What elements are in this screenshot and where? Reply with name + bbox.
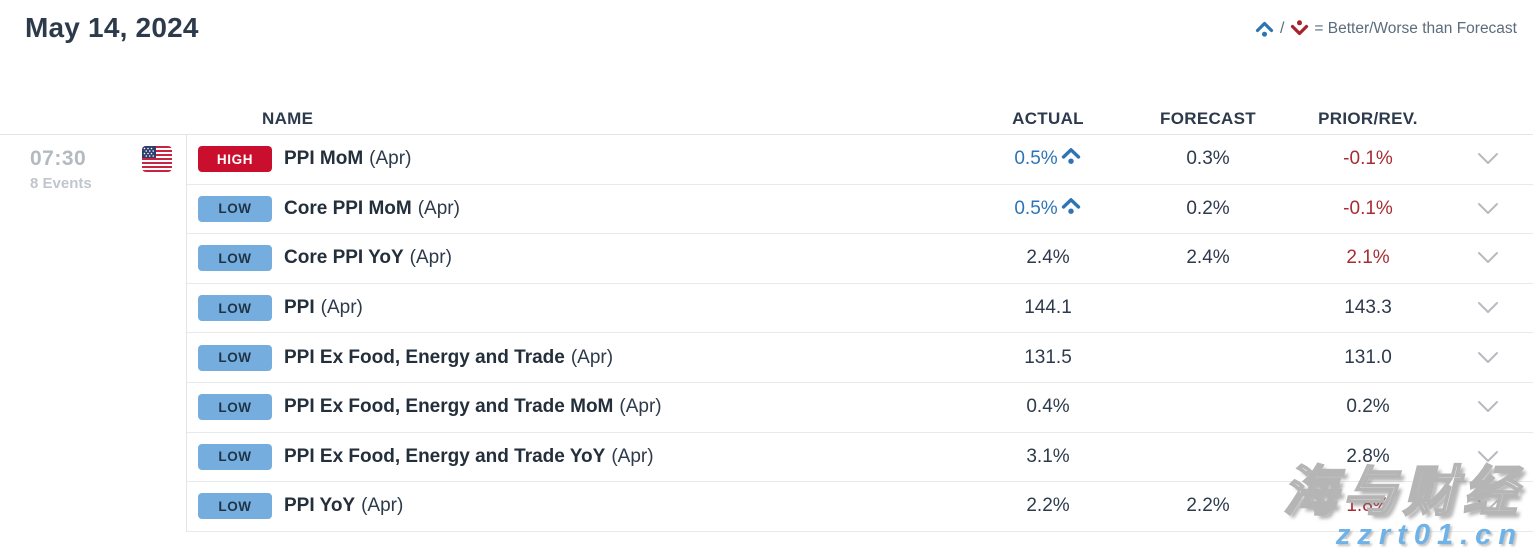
prior-value: 2.8% bbox=[1346, 445, 1390, 467]
better-than-forecast-icon bbox=[1254, 18, 1275, 39]
event-name: PPI YoY bbox=[284, 495, 356, 517]
prior-value: -0.1% bbox=[1343, 148, 1393, 170]
legend-slash: / bbox=[1279, 19, 1285, 37]
column-header-name: NAME bbox=[262, 109, 314, 128]
expand-chevron-icon[interactable] bbox=[1443, 399, 1533, 415]
expand-chevron-icon[interactable] bbox=[1443, 449, 1533, 465]
event-name: Core PPI MoM bbox=[284, 197, 412, 219]
legend-text: = Better/Worse than Forecast bbox=[1314, 19, 1517, 37]
event-name: Core PPI YoY bbox=[284, 247, 404, 269]
prior-value: 0.2% bbox=[1346, 396, 1390, 418]
forecast-value: 2.4% bbox=[1186, 247, 1230, 269]
worse-than-forecast-icon bbox=[1289, 18, 1310, 39]
event-period: (Apr) bbox=[409, 247, 452, 269]
impact-badge: HIGH bbox=[198, 146, 272, 173]
event-name-cell: LOW PPI YoY (Apr) bbox=[187, 493, 973, 520]
event-name-cell: LOW Core PPI YoY (Apr) bbox=[187, 245, 973, 272]
prior-value: -0.1% bbox=[1343, 197, 1393, 219]
actual-value: 0.4% bbox=[1026, 396, 1070, 418]
event-name-cell: HIGH PPI MoM (Apr) bbox=[187, 146, 973, 173]
impact-badge: LOW bbox=[198, 394, 272, 421]
event-row[interactable]: LOW Core PPI MoM (Apr) 0.5% 0.2% -0.1% bbox=[187, 185, 1533, 235]
event-row[interactable]: LOW PPI (Apr) 144.1 143.3 bbox=[187, 284, 1533, 334]
event-row[interactable]: LOW PPI YoY (Apr) 2.2% 2.2% 1.8% bbox=[187, 482, 1533, 532]
page-title: May 14, 2024 bbox=[25, 12, 199, 43]
legend: / = Better/Worse than Forecast bbox=[1254, 12, 1517, 39]
prior-value: 1.8% bbox=[1346, 495, 1390, 517]
expand-chevron-icon[interactable] bbox=[1443, 201, 1533, 217]
better-than-forecast-icon bbox=[1060, 146, 1082, 172]
impact-badge: LOW bbox=[198, 195, 272, 222]
event-name-cell: LOW PPI Ex Food, Energy and Trade (Apr) bbox=[187, 344, 973, 371]
impact-badge: LOW bbox=[198, 245, 272, 272]
actual-value: 2.4% bbox=[1026, 247, 1070, 269]
event-row[interactable]: LOW PPI Ex Food, Energy and Trade (Apr) … bbox=[187, 333, 1533, 383]
event-period: (Apr) bbox=[619, 396, 662, 418]
column-header-actual: ACTUAL bbox=[1012, 109, 1084, 128]
expand-chevron-icon[interactable] bbox=[1443, 498, 1533, 514]
event-period: (Apr) bbox=[417, 197, 460, 219]
calendar-content: 07:30 bbox=[0, 135, 1533, 532]
actual-value: 3.1% bbox=[1026, 445, 1070, 467]
table-header: NAME ACTUAL FORECAST PRIOR/REV. bbox=[0, 104, 1533, 135]
impact-badge: LOW bbox=[198, 295, 272, 322]
event-name-cell: LOW PPI Ex Food, Energy and Trade MoM (A… bbox=[187, 394, 973, 421]
event-period: (Apr) bbox=[361, 495, 404, 517]
event-row[interactable]: LOW PPI Ex Food, Energy and Trade MoM (A… bbox=[187, 383, 1533, 433]
actual-value: 2.2% bbox=[1026, 495, 1070, 517]
expand-chevron-icon[interactable] bbox=[1443, 300, 1533, 316]
expand-chevron-icon[interactable] bbox=[1443, 151, 1533, 167]
forecast-value: 0.3% bbox=[1186, 148, 1230, 170]
event-period: (Apr) bbox=[320, 297, 363, 319]
event-name: PPI Ex Food, Energy and Trade bbox=[284, 346, 565, 368]
event-name-cell: LOW PPI (Apr) bbox=[187, 295, 973, 322]
actual-value: 144.1 bbox=[1024, 297, 1072, 319]
top-bar: May 14, 2024 / = Better/Worse than Forec… bbox=[0, 0, 1533, 58]
event-name: PPI bbox=[284, 297, 315, 319]
impact-badge: LOW bbox=[198, 493, 272, 520]
event-name: PPI MoM bbox=[284, 148, 364, 170]
event-count: 8 Events bbox=[30, 175, 92, 192]
event-name: PPI Ex Food, Energy and Trade YoY bbox=[284, 445, 606, 467]
event-row[interactable]: LOW PPI Ex Food, Energy and Trade YoY (A… bbox=[187, 433, 1533, 483]
time-group: 07:30 bbox=[0, 135, 186, 532]
event-name-cell: LOW PPI Ex Food, Energy and Trade YoY (A… bbox=[187, 443, 973, 470]
event-period: (Apr) bbox=[611, 445, 654, 467]
actual-value: 0.5% bbox=[973, 196, 1123, 222]
impact-badge: LOW bbox=[198, 344, 272, 371]
actual-value: 131.5 bbox=[1024, 346, 1072, 368]
event-row[interactable]: HIGH PPI MoM (Apr) 0.5% 0.3% -0.1% bbox=[187, 135, 1533, 185]
event-time: 07:30 bbox=[30, 147, 87, 170]
prior-value: 143.3 bbox=[1344, 297, 1392, 319]
prior-value: 131.0 bbox=[1344, 346, 1392, 368]
column-header-forecast: FORECAST bbox=[1160, 109, 1256, 128]
column-header-prior: PRIOR/REV. bbox=[1318, 109, 1418, 128]
event-rows: HIGH PPI MoM (Apr) 0.5% 0.3% -0.1% LOW C… bbox=[186, 135, 1533, 532]
impact-badge: LOW bbox=[198, 443, 272, 470]
us-flag-icon bbox=[142, 146, 172, 172]
event-row[interactable]: LOW Core PPI YoY (Apr) 2.4% 2.4% 2.1% bbox=[187, 234, 1533, 284]
event-name-cell: LOW Core PPI MoM (Apr) bbox=[187, 195, 973, 222]
forecast-value: 2.2% bbox=[1186, 495, 1230, 517]
better-than-forecast-icon bbox=[1060, 196, 1082, 222]
prior-value: 2.1% bbox=[1346, 247, 1390, 269]
event-period: (Apr) bbox=[570, 346, 614, 368]
event-period: (Apr) bbox=[369, 148, 412, 170]
expand-chevron-icon[interactable] bbox=[1443, 350, 1533, 366]
actual-value: 0.5% bbox=[973, 146, 1123, 172]
expand-chevron-icon[interactable] bbox=[1443, 250, 1533, 266]
forecast-value: 0.2% bbox=[1186, 197, 1230, 219]
event-name: PPI Ex Food, Energy and Trade MoM bbox=[284, 396, 614, 418]
